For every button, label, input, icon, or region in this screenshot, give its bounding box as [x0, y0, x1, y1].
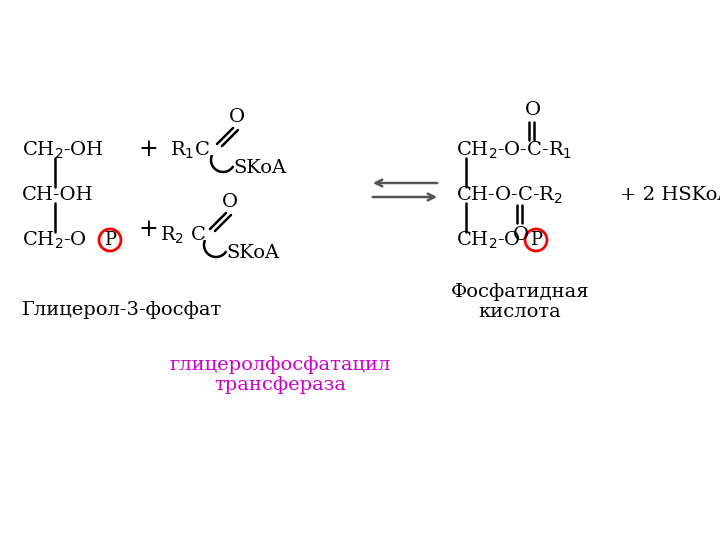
Text: O: O	[525, 101, 541, 119]
Text: R$_1$C: R$_1$C	[170, 139, 210, 160]
Text: O: O	[222, 193, 238, 211]
Text: + 2 HSKoA: + 2 HSKoA	[620, 186, 720, 204]
Text: P: P	[530, 231, 542, 249]
Text: Глицерол-3-фосфат: Глицерол-3-фосфат	[22, 301, 222, 319]
Text: SKoA: SKoA	[233, 159, 286, 177]
Text: +: +	[138, 219, 158, 241]
Text: O: O	[229, 108, 245, 126]
Text: кислота: кислота	[479, 303, 562, 321]
Text: O: O	[513, 226, 529, 244]
Text: R$_2$ C: R$_2$ C	[160, 224, 206, 246]
Text: CH$_2$-O: CH$_2$-O	[22, 230, 87, 251]
Text: CH$_2$-O-C-R$_1$: CH$_2$-O-C-R$_1$	[456, 139, 572, 160]
Text: P: P	[104, 231, 116, 249]
Text: глицеролфосфатацил
трансфераза: глицеролфосфатацил трансфераза	[169, 356, 391, 394]
Text: CH-O-C-R$_2$: CH-O-C-R$_2$	[456, 184, 563, 206]
Text: Фосфатидная: Фосфатидная	[451, 283, 589, 301]
Text: CH$_2$-O: CH$_2$-O	[456, 230, 521, 251]
Text: +: +	[138, 138, 158, 161]
Text: CH$_2$-OH: CH$_2$-OH	[22, 139, 104, 160]
Text: SKoA: SKoA	[226, 244, 279, 262]
Text: CH-OH: CH-OH	[22, 186, 94, 204]
